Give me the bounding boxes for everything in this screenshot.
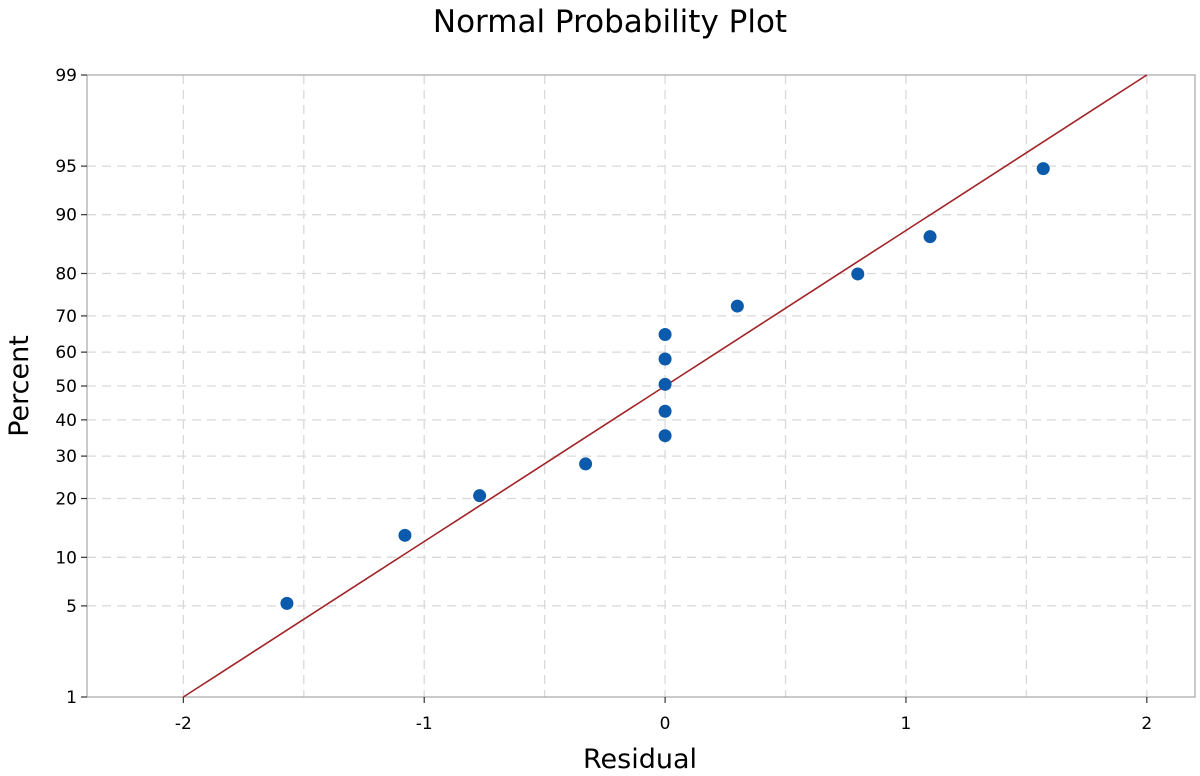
y-tick-label: 50 — [55, 377, 77, 397]
y-tick-label: 90 — [55, 206, 77, 226]
data-point — [658, 327, 672, 341]
data-point — [851, 267, 865, 281]
data-point — [398, 528, 412, 542]
data-point — [923, 230, 937, 244]
data-points — [280, 162, 1050, 610]
grid — [87, 75, 1195, 697]
x-tick-label: 2 — [1141, 714, 1152, 734]
data-point — [579, 457, 593, 471]
y-tick-label: 95 — [55, 157, 77, 177]
data-point — [658, 352, 672, 366]
chart-title: Normal Probability Plot — [433, 4, 787, 40]
data-point — [658, 377, 672, 391]
x-tick-label: 0 — [660, 714, 671, 734]
y-tick-label: 60 — [55, 343, 77, 363]
y-tick-label: 10 — [55, 548, 77, 568]
x-tick-label: 1 — [901, 714, 912, 734]
x-tick-label: -1 — [416, 714, 433, 734]
y-tick-label: 20 — [55, 490, 77, 510]
x-tick-label: -2 — [175, 714, 192, 734]
y-tick-label: 40 — [55, 411, 77, 431]
data-point — [1036, 162, 1050, 176]
y-tick-label: 1 — [66, 688, 77, 708]
y-axis-label: Percent — [4, 335, 35, 437]
y-tick-label: 5 — [66, 597, 77, 617]
data-point — [730, 299, 744, 313]
data-point — [280, 596, 294, 610]
y-tick-label: 80 — [55, 264, 77, 284]
data-point — [473, 489, 487, 503]
axis-ticks: -2 -1 0 1 2 1 5 10 20 30 40 50 60 70 80 90 95 99 — [55, 66, 1152, 734]
data-point — [658, 429, 672, 443]
y-tick-label: 70 — [55, 307, 77, 327]
data-point — [658, 404, 672, 418]
y-tick-label: 30 — [55, 447, 77, 467]
y-tick-label: 99 — [55, 66, 77, 86]
x-axis-label: Residual — [583, 744, 697, 775]
